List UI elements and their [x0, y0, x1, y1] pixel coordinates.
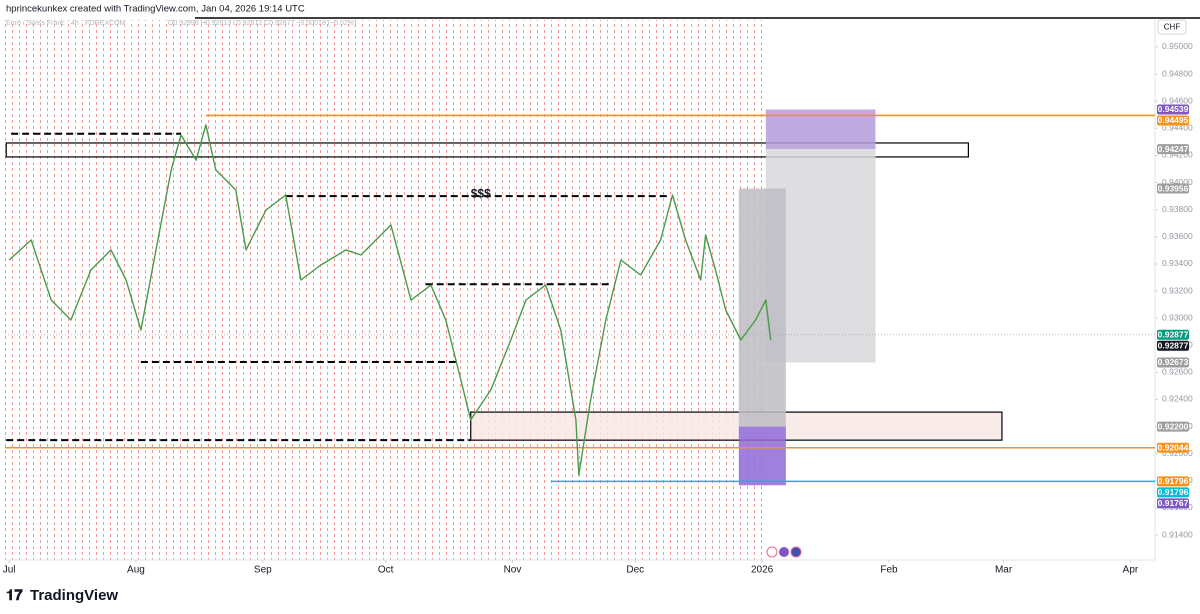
price-badge	[1157, 183, 1189, 194]
y-tick-label: 0.94800	[1162, 68, 1193, 78]
x-tick-label: Mar	[995, 565, 1013, 576]
price-badge	[1157, 329, 1189, 340]
y-tick-label: 0.93000	[1162, 312, 1193, 322]
price-badge	[1157, 476, 1189, 487]
price-badge-label: 0.94247	[1158, 144, 1189, 154]
price-badge-label: 0.91796	[1158, 476, 1189, 486]
icon[interactable]	[790, 546, 802, 558]
y-tick-label: 0.92000	[1162, 448, 1193, 458]
x-tick-label: Jul	[3, 565, 16, 576]
price-badge-label: 0.91767	[1158, 498, 1189, 508]
price-badge	[1157, 442, 1189, 453]
logo-mark: 𝟏𝟕	[6, 587, 23, 604]
symbol: Euro / Swiss Franc · 4h · FOREXCOM	[6, 20, 126, 27]
zone	[470, 411, 1003, 441]
y-tick-label: 0.94000	[1162, 177, 1193, 187]
y-tick-label: 0.93200	[1162, 285, 1193, 295]
x-tick-label: Aug	[127, 565, 145, 576]
price-badge-label: 0.92673	[1158, 357, 1189, 367]
x-tick-label: Dec	[626, 565, 644, 576]
price-badge-label: 0.92877	[1158, 330, 1189, 340]
price-line	[8, 124, 772, 476]
price-badge	[1157, 421, 1189, 432]
y-tick-label: 0.93600	[1162, 231, 1193, 241]
price-badge	[1157, 487, 1189, 498]
x-tick-label: Nov	[504, 565, 522, 576]
price-badge-label: 0.92877	[1158, 341, 1189, 351]
brand: TradingView	[30, 587, 118, 604]
price-badge	[1157, 498, 1189, 509]
x-tick-label: Apr	[1123, 565, 1139, 576]
replay-icons[interactable]	[766, 546, 802, 558]
y-tick-label: 0.92400	[1162, 394, 1193, 404]
price-badge	[1157, 357, 1189, 368]
annotation: $$$	[471, 186, 491, 200]
icon[interactable]	[779, 547, 789, 557]
y-tick-label: 0.95000	[1162, 41, 1193, 51]
session-grid	[5, 20, 765, 560]
x-tick-label: Oct	[378, 565, 394, 576]
price-badge-label: 0.94539	[1158, 104, 1189, 114]
logo: 𝟏𝟕 TradingView	[6, 587, 118, 604]
price-badge	[1157, 115, 1189, 126]
price-badge-label: 0.92044	[1158, 442, 1189, 452]
price-badge-label: 0.91796	[1158, 487, 1189, 497]
price-badge	[1157, 104, 1189, 115]
price-badge-label: 0.92200	[1158, 421, 1189, 431]
y-tick-label: 0.93400	[1162, 258, 1193, 268]
icon[interactable]	[766, 546, 778, 558]
x-tick-label: Sep	[254, 565, 272, 576]
x-tick-label: 2026	[751, 565, 774, 576]
y-tick-label: 0.92600	[1162, 367, 1193, 377]
price-badge	[1157, 340, 1189, 351]
y-tick-label: 0.94400	[1162, 123, 1193, 133]
price-badge	[1157, 144, 1189, 155]
price-badge-label: 0.94495	[1158, 115, 1189, 125]
ohlc: O0.92896 H0.92913 L0.92812 C0.92877 −0.0…	[168, 20, 356, 27]
y-tick-label: 0.94600	[1162, 95, 1193, 105]
y-tick-label: 0.91400	[1162, 529, 1193, 539]
zone	[5, 142, 969, 158]
zone	[738, 426, 786, 486]
currency-box[interactable]	[1157, 19, 1187, 35]
credit: hprincekunkex created with TradingView.c…	[6, 4, 305, 15]
y-tick-label: 0.94200	[1162, 150, 1193, 160]
price-badge-label: 0.93956	[1158, 183, 1189, 193]
x-tick-label: Feb	[880, 565, 898, 576]
currency[interactable]: CHF	[1164, 23, 1181, 32]
y-tick-label: 0.93800	[1162, 204, 1193, 214]
